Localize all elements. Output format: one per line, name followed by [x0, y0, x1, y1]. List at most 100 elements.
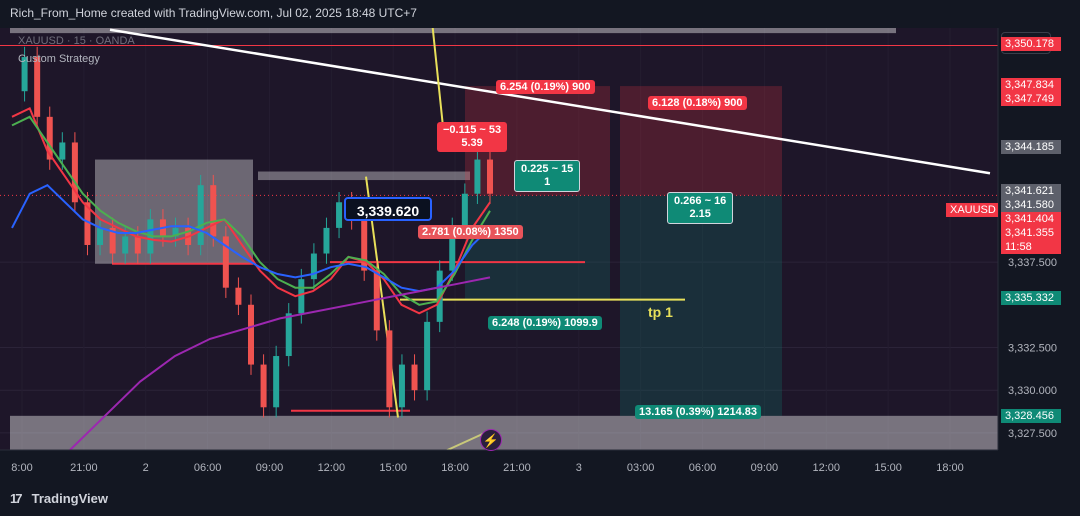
- lightning-icon[interactable]: ⚡: [480, 429, 502, 451]
- chart-frame[interactable]: 3,327.500 3,330.000 3,332.500 3,337.500 8:0…: [0, 28, 1080, 488]
- candle-body: [109, 227, 116, 254]
- candle-body: [336, 202, 343, 228]
- price-scale-tag: 3,341.580: [1001, 197, 1061, 212]
- long-stat-sub-2: 2.15: [689, 208, 711, 220]
- price-scale-tag: 3,347.749: [1001, 91, 1061, 106]
- candle-body: [122, 236, 129, 254]
- candle-body: [134, 236, 141, 254]
- y-tick-label: 3,330.000: [1008, 385, 1057, 397]
- candle-body: [323, 227, 330, 254]
- candle-body: [298, 279, 305, 314]
- candle-body: [235, 287, 242, 305]
- candle-body: [97, 227, 104, 245]
- short-stat-main: −0.115 ~ 53: [443, 124, 502, 136]
- price-scale-tag: 3,341.404: [1001, 211, 1061, 226]
- ma-line: [69, 276, 491, 451]
- price-scale-tag: 3,341.355: [1001, 225, 1061, 240]
- x-tick-label: 12:00: [813, 462, 841, 474]
- candle-body: [424, 321, 431, 391]
- candle-body: [46, 116, 53, 160]
- price-marker[interactable]: 3,339.620: [344, 197, 432, 221]
- x-tick-label: 06:00: [194, 462, 222, 474]
- candle-body: [172, 227, 179, 237]
- trendline-white: [109, 28, 991, 175]
- header-bar: [0, 0, 1080, 28]
- zone-support: [10, 415, 998, 450]
- x-tick-label: 15:00: [379, 462, 407, 474]
- x-tick-label: 03:00: [627, 462, 655, 474]
- y-tick-label: 3,327.500: [1008, 428, 1057, 440]
- candle-body: [59, 142, 66, 160]
- zone-range: [258, 171, 470, 181]
- range-label-1: 6.254 (0.19%) 900: [496, 80, 595, 94]
- x-tick-label: 8:00: [11, 462, 32, 474]
- long-stat-box-2: 0.266 ~ 16 2.15: [667, 192, 734, 224]
- x-tick-label: 18:00: [936, 462, 964, 474]
- candle-body: [310, 253, 317, 280]
- candle-body: [34, 57, 41, 117]
- current-symbol-tag: XAUUSD: [946, 203, 998, 217]
- price-scale-tag: 3,344.185: [1001, 139, 1061, 154]
- ma-line: [11, 106, 491, 315]
- candle-body: [285, 313, 292, 357]
- short-stat-sub: 5.39: [461, 137, 483, 149]
- long-stat-sub-1: 1: [544, 176, 551, 188]
- position-target-zone: [465, 195, 610, 300]
- candle-body: [487, 159, 493, 194]
- short-stat-box: −0.115 ~ 53 5.39: [437, 122, 508, 152]
- x-tick-label: 21:00: [503, 462, 531, 474]
- candle-body: [361, 219, 368, 271]
- candle-body: [398, 364, 405, 408]
- tradingview-mark-icon: 17: [10, 491, 22, 506]
- x-tick-label: 3: [576, 462, 582, 474]
- legend-symbol[interactable]: XAUUSD · 15 · OANDA: [18, 35, 135, 47]
- tradingview-brand: TradingView: [31, 491, 108, 506]
- range-label-4: 6.248 (0.19%) 1099.9: [488, 316, 602, 330]
- candle-body: [474, 159, 481, 194]
- candle-body: [461, 193, 468, 228]
- candle-body: [260, 364, 267, 408]
- y-tick-label: 3,337.500: [1008, 257, 1057, 269]
- candle-body: [411, 364, 418, 391]
- levels-layer: [0, 44, 998, 412]
- time-axis[interactable]: [0, 450, 998, 488]
- ma-line: [11, 115, 491, 306]
- candle-body: [273, 356, 280, 408]
- long-stat-main-2: 0.266 ~ 16: [674, 195, 727, 207]
- candle-body: [222, 236, 229, 288]
- price-scale-tag: 3,341.621: [1001, 183, 1061, 198]
- candle-body: [386, 330, 393, 408]
- x-tick-label: 2: [143, 462, 149, 474]
- candle-body: [449, 227, 456, 271]
- range-label-3: 2.781 (0.08%) 1350: [418, 225, 523, 239]
- x-tick-label: 21:00: [70, 462, 98, 474]
- candle-body: [84, 202, 91, 245]
- x-axis-ticks: 8:00 21:00 2 06:00 09:00 12:00 15:00 18:00 21:00…: [11, 462, 963, 474]
- long-stat-box-1: 0.225 ~ 15 1: [514, 160, 581, 192]
- tp1-label: tp 1: [648, 304, 673, 320]
- price-chart[interactable]: 3,327.500 3,330.000 3,332.500 3,337.500 8:0…: [0, 28, 1080, 488]
- y-tick-label: 3,332.500: [1008, 342, 1057, 354]
- ma-series-layer: [11, 106, 491, 477]
- zones-layer: [10, 28, 998, 450]
- candle-body: [197, 185, 204, 245]
- price-scale-tag: 3,347.834: [1001, 77, 1061, 92]
- candle-body: [248, 304, 254, 365]
- tradingview-logo[interactable]: 17 TradingView: [10, 491, 108, 506]
- candle-body: [210, 185, 217, 237]
- position-target-zone: [620, 195, 782, 416]
- legend-strategy[interactable]: Custom Strategy: [18, 53, 100, 65]
- price-scale-tag: 3,350.178: [1001, 37, 1061, 52]
- candle-body: [71, 142, 78, 203]
- x-tick-label: 15:00: [874, 462, 902, 474]
- x-tick-label: 06:00: [689, 462, 717, 474]
- long-stat-main-1: 0.225 ~ 15: [521, 163, 574, 175]
- x-tick-label: 18:00: [441, 462, 469, 474]
- x-tick-label: 09:00: [256, 462, 284, 474]
- ma-line: [11, 183, 491, 293]
- footer-bar: [0, 488, 1080, 516]
- y-axis-ticks: 3,327.500 3,330.000 3,332.500 3,337.500: [1008, 257, 1057, 440]
- candle-body: [21, 57, 28, 92]
- price-scale-tag: 3,328.456: [1001, 408, 1061, 423]
- range-label-2: 6.128 (0.18%) 900: [648, 96, 747, 110]
